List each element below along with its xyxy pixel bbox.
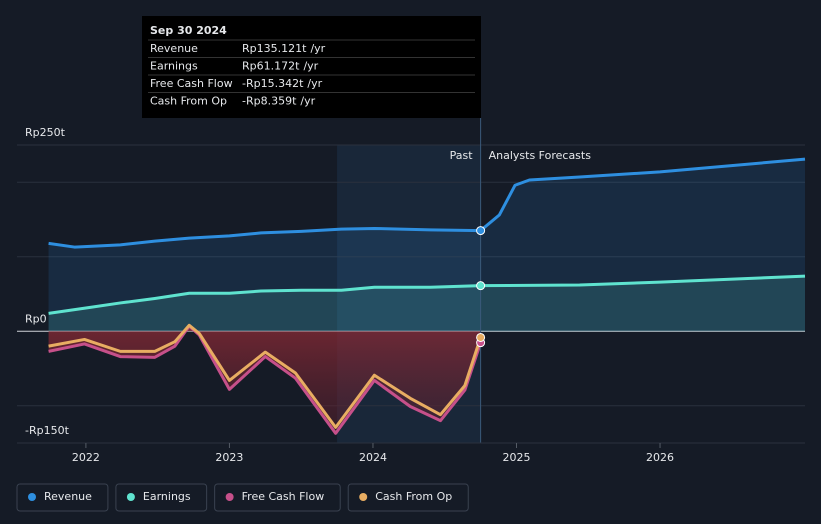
legend-box[interactable] bbox=[115, 483, 208, 512]
tooltip-label: Earnings bbox=[150, 60, 198, 73]
forecast-label: Analysts Forecasts bbox=[489, 149, 592, 162]
tooltip-unit: /yr bbox=[307, 77, 322, 90]
tooltip-unit: /yr bbox=[303, 60, 318, 73]
legend-swatch[interactable] bbox=[359, 493, 368, 501]
tooltip-value: -Rp15.342t bbox=[242, 77, 304, 90]
legend-item[interactable]: Earnings bbox=[115, 483, 208, 512]
tooltip-box bbox=[142, 16, 481, 118]
tooltip-label: Cash From Op bbox=[150, 95, 227, 108]
series-line bbox=[48, 324, 483, 435]
tooltip-unit: /yr bbox=[310, 42, 325, 55]
legend-label[interactable]: Cash From Op bbox=[375, 490, 452, 503]
point-marker bbox=[476, 226, 486, 236]
legend-label[interactable]: Free Cash Flow bbox=[242, 490, 325, 503]
area-fill bbox=[48, 159, 806, 332]
legend-swatch[interactable] bbox=[126, 493, 135, 501]
x-tick-label: 2024 bbox=[359, 451, 387, 464]
point-marker bbox=[476, 332, 486, 342]
legend-item[interactable]: Free Cash Flow bbox=[214, 483, 341, 512]
tooltip-title: Sep 30 2024 bbox=[150, 24, 227, 37]
legend-box[interactable] bbox=[16, 483, 109, 512]
series-line bbox=[48, 274, 806, 315]
area-fill bbox=[48, 326, 481, 434]
point-marker bbox=[476, 281, 486, 291]
tooltip-label: Free Cash Flow bbox=[150, 77, 233, 90]
tooltip-value: Rp135.121t bbox=[242, 42, 307, 55]
y-tick-label: -Rp150t bbox=[25, 424, 70, 437]
x-tick-label: 2025 bbox=[502, 451, 530, 464]
legend-item[interactable]: Cash From Op bbox=[347, 483, 469, 512]
x-tick-label: 2023 bbox=[215, 451, 243, 464]
tooltip-unit: /yr bbox=[300, 95, 315, 108]
x-tick-label: 2026 bbox=[646, 451, 674, 464]
series-line bbox=[48, 323, 483, 429]
tooltip-value: -Rp8.359t bbox=[242, 95, 297, 108]
tooltip-value: Rp61.172t bbox=[242, 60, 300, 73]
past-label: Past bbox=[450, 149, 474, 162]
tooltip-label: Revenue bbox=[150, 42, 198, 55]
y-tick-label: Rp250t bbox=[25, 126, 66, 139]
series-line bbox=[48, 157, 806, 249]
legend-box[interactable] bbox=[347, 483, 469, 512]
x-tick-label: 2022 bbox=[72, 451, 100, 464]
legend-swatch[interactable] bbox=[225, 493, 234, 501]
legend-label[interactable]: Revenue bbox=[44, 490, 92, 503]
legend-label[interactable]: Earnings bbox=[143, 490, 191, 503]
legend-box[interactable] bbox=[214, 483, 341, 512]
area-fill bbox=[48, 276, 806, 332]
y-tick-label: Rp0 bbox=[25, 312, 47, 325]
legend-swatch[interactable] bbox=[28, 493, 36, 501]
legend-item[interactable]: Revenue bbox=[16, 483, 109, 512]
